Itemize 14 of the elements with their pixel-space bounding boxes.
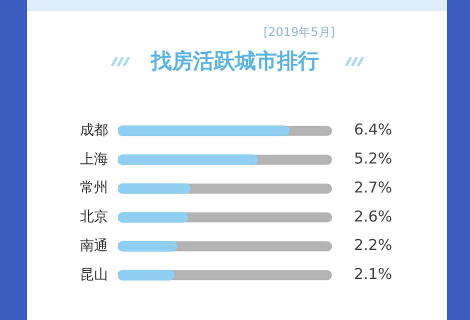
y-tick-label: 上海: [80, 151, 108, 168]
chart-title: 找房活跃城市排行: [150, 48, 320, 75]
y-tick-label: 昆山: [80, 266, 108, 283]
y-tick-label: 常州: [80, 180, 108, 196]
data-label: 2.2%: [354, 236, 392, 254]
chart-subtitle: [2019年5月]: [262, 24, 335, 41]
data-label: 5.2%: [354, 150, 392, 168]
data-label: 2.1%: [354, 265, 392, 284]
data-label: 2.7%: [354, 178, 392, 196]
y-tick-label: 南通: [80, 238, 108, 254]
y-tick-label: 成都: [80, 122, 108, 138]
data-label: 2.6%: [354, 207, 392, 226]
y-tick-label: 北京: [80, 209, 108, 226]
data-label: 6.4%: [354, 120, 392, 139]
